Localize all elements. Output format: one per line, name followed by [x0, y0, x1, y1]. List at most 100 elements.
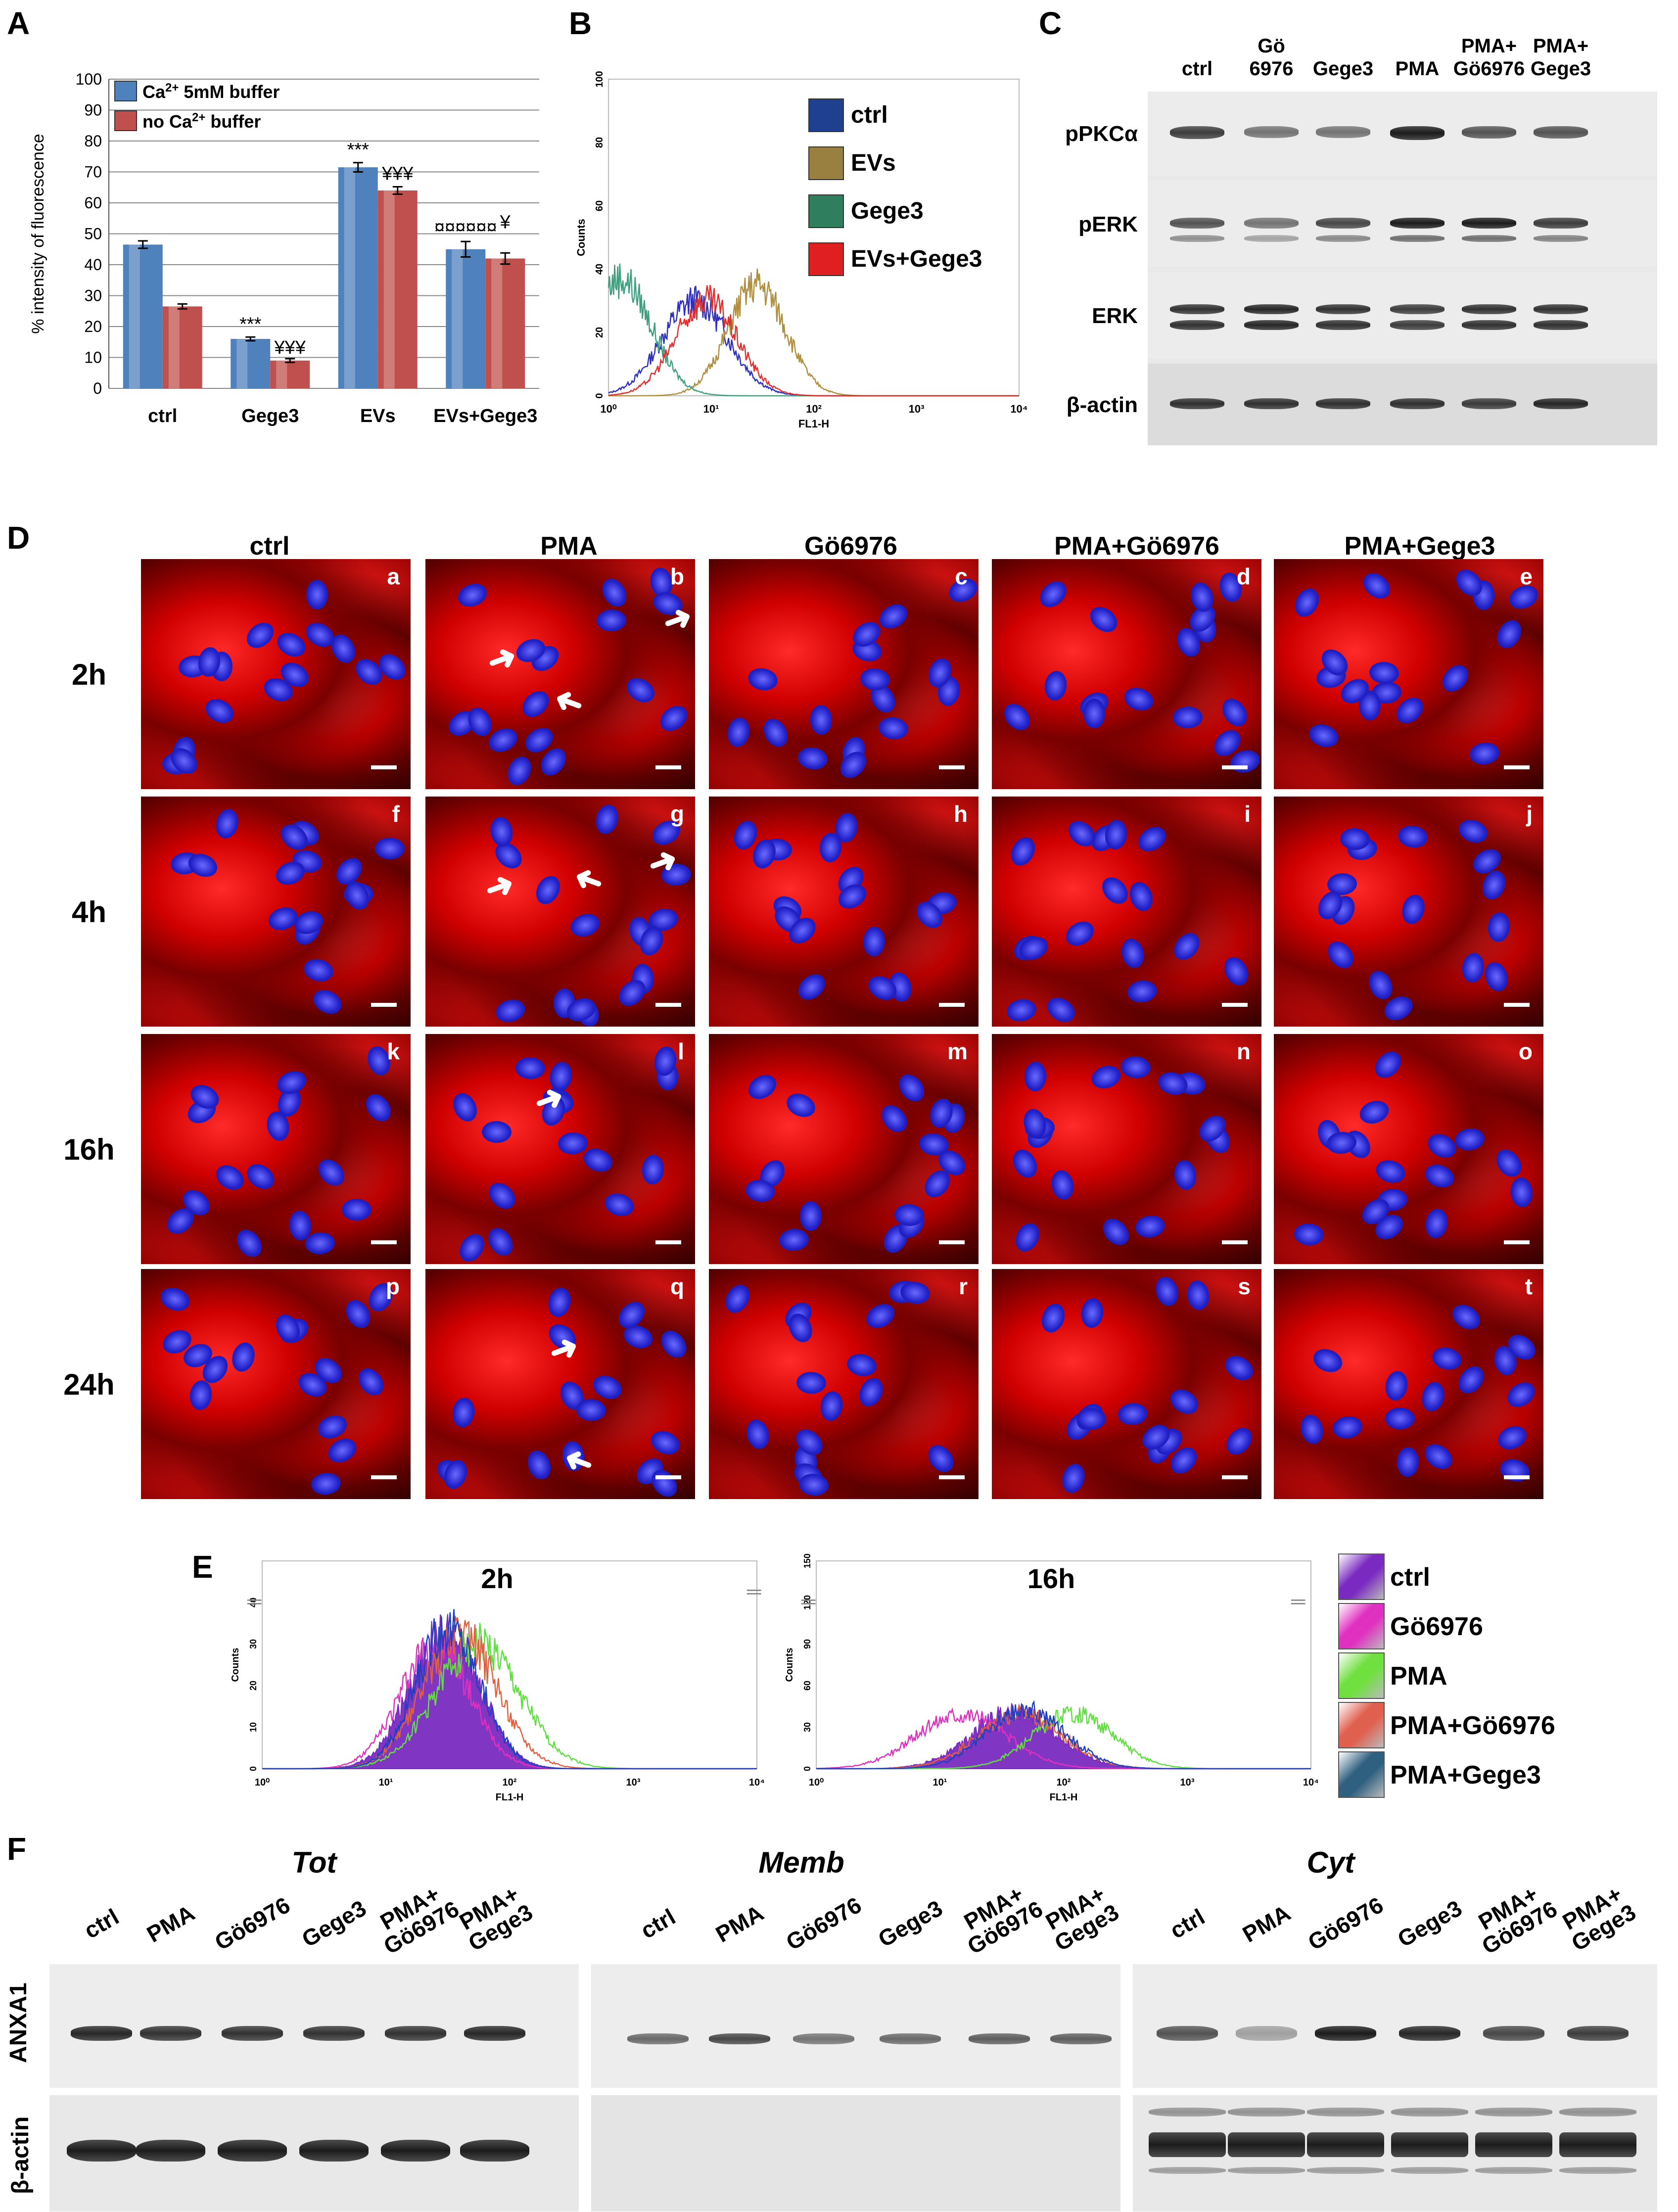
- nucleus: [1126, 879, 1157, 915]
- nucleus: [1502, 1377, 1540, 1412]
- micrograph: o: [1274, 1034, 1543, 1264]
- microscopy-grid: a b ➜ ➜ ➜ c d e f g ➜ ➜ ➜ h i j k l ➜ m n o p q ➜ ➜ r s t: [141, 559, 1645, 1506]
- panel-sublabel: t: [1525, 1273, 1533, 1299]
- band: [1559, 2167, 1636, 2174]
- nucleus: [201, 694, 238, 728]
- nucleus: [875, 599, 912, 633]
- scale-bar: [939, 765, 965, 769]
- y-tick-label: 50: [84, 225, 102, 243]
- x-tick-label: 10²: [806, 403, 822, 415]
- band: [1170, 126, 1224, 139]
- panel-sublabel: r: [959, 1273, 968, 1299]
- nucleus: [1424, 1129, 1461, 1163]
- y-tick-label: 0: [93, 379, 102, 397]
- bar-group: [162, 303, 202, 388]
- band: [880, 2033, 941, 2044]
- nucleus: [1396, 1447, 1420, 1478]
- y-tick-label: 40: [84, 256, 102, 274]
- band: [1559, 2132, 1636, 2157]
- histogram-title: 16h: [1027, 1563, 1075, 1594]
- y-tick-label: 20: [248, 1681, 258, 1691]
- axis-break-marker: ═: [801, 1591, 816, 1612]
- legend-swatch: [808, 98, 844, 132]
- bar: [377, 190, 418, 388]
- bar-highlight: [344, 167, 355, 388]
- nucleus: [241, 617, 279, 654]
- nucleus: [464, 704, 496, 740]
- legend-swatch: [1338, 1603, 1385, 1649]
- y-tick-label: 20: [594, 327, 605, 338]
- x-tick-label: 10⁴: [1010, 403, 1027, 415]
- nucleus: [1447, 1300, 1485, 1335]
- legend-swatch: [1338, 1652, 1385, 1699]
- nucleus: [655, 700, 693, 736]
- band: [1316, 320, 1370, 330]
- panel-sublabel: a: [387, 564, 400, 589]
- axis-break-marker: ═: [1291, 1591, 1305, 1612]
- x-tick-label: 10⁰: [600, 403, 616, 415]
- nucleus: [809, 704, 833, 735]
- x-category-label: EVs+Gege3: [433, 406, 537, 426]
- nucleus: [324, 1434, 361, 1467]
- panel-sublabel: s: [1238, 1273, 1251, 1299]
- band: [1307, 2132, 1384, 2157]
- legend-label-rest: 5mM buffer: [179, 82, 280, 102]
- band: [1170, 398, 1224, 409]
- lane-label-line1: Gege3: [1393, 1895, 1466, 1952]
- nucleus: [602, 1190, 637, 1220]
- nucleus: [923, 1440, 959, 1477]
- band: [709, 2033, 770, 2044]
- y-tick-label: 150: [802, 1553, 812, 1568]
- panel-sublabel: g: [670, 801, 684, 827]
- y-tick-label: 30: [802, 1722, 812, 1732]
- panel-sublabel: j: [1526, 801, 1533, 827]
- x-tick-label: 10¹: [933, 1777, 947, 1788]
- band: [1391, 2167, 1468, 2174]
- band: [1244, 320, 1299, 330]
- blot-row-label: ERK: [1092, 303, 1138, 328]
- nucleus: [744, 1070, 781, 1104]
- band: [1390, 218, 1445, 229]
- y-tick-label: 60: [84, 194, 102, 212]
- band: [1534, 235, 1588, 242]
- nucleus: [1059, 1460, 1088, 1496]
- lane-label-line2: Gege3: [1530, 58, 1591, 80]
- arrow-icon: ➜: [481, 635, 522, 682]
- column-header: PMA+Gö6976: [1054, 532, 1219, 561]
- bar-highlight: [491, 258, 503, 388]
- band: [793, 2033, 854, 2044]
- legend-label: Gö6976: [1390, 1612, 1483, 1641]
- lane-label-line1: Gö: [1258, 35, 1285, 57]
- nucleus: [1076, 1408, 1107, 1430]
- y-tick-label: 60: [802, 1681, 812, 1691]
- band: [1483, 2026, 1544, 2041]
- nucleus: [531, 872, 565, 909]
- nucleus: [1331, 1414, 1364, 1441]
- x-tick-label: 10⁴: [1303, 1777, 1319, 1788]
- histogram-title: 2h: [481, 1563, 513, 1594]
- legend-swatch: [114, 81, 137, 101]
- bar-highlight: [452, 249, 463, 388]
- band: [627, 2033, 689, 2044]
- nucleus: [1172, 1159, 1199, 1192]
- panel-label-a: A: [7, 5, 30, 41]
- axis-break-marker: ═: [247, 1591, 262, 1612]
- nucleus: [1437, 660, 1474, 697]
- legend-label-main: no Ca: [142, 111, 192, 132]
- y-tick-label: 60: [594, 200, 605, 211]
- lane-label: Gege3: [1306, 35, 1380, 80]
- x-category-label: EVs: [360, 406, 396, 426]
- nucleus: [1291, 584, 1324, 621]
- blot-section-title: Memb: [758, 1846, 844, 1879]
- micrograph: k: [141, 1034, 411, 1264]
- scale-bar: [1504, 765, 1530, 769]
- lane-label: PMA: [1380, 35, 1454, 80]
- panel-sublabel: m: [947, 1038, 968, 1064]
- bar-group: [270, 358, 310, 388]
- nucleus: [455, 1229, 490, 1264]
- lane-label-line1: PMA: [1395, 58, 1440, 80]
- x-axis-label: FL1-H: [1050, 1792, 1078, 1803]
- nucleus: [596, 609, 627, 632]
- nucleus: [1509, 1176, 1534, 1208]
